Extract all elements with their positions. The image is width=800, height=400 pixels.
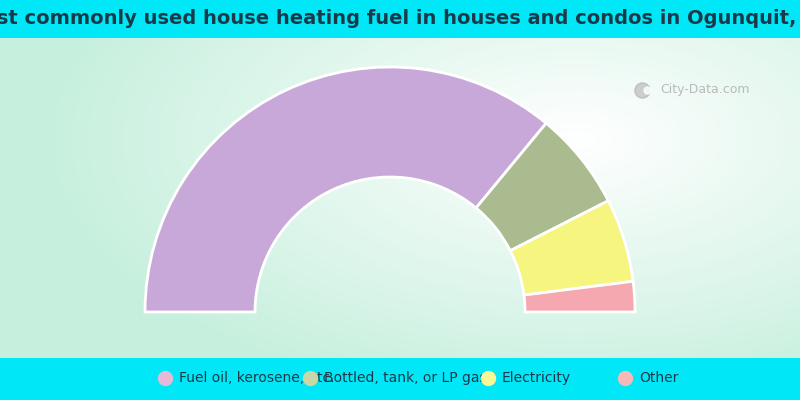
Wedge shape xyxy=(476,123,608,251)
Text: City-Data.com: City-Data.com xyxy=(660,84,750,96)
Bar xyxy=(0,0,800,38)
Text: Bottled, tank, or LP gas: Bottled, tank, or LP gas xyxy=(324,371,486,385)
Wedge shape xyxy=(145,67,546,312)
Text: Electricity: Electricity xyxy=(502,371,571,385)
Text: Most commonly used house heating fuel in houses and condos in Ogunquit, ME: Most commonly used house heating fuel in… xyxy=(0,10,800,28)
Wedge shape xyxy=(510,201,633,295)
Text: Fuel oil, kerosene, etc.: Fuel oil, kerosene, etc. xyxy=(179,371,334,385)
Text: Other: Other xyxy=(639,371,678,385)
Wedge shape xyxy=(524,281,635,312)
Bar xyxy=(0,358,800,400)
